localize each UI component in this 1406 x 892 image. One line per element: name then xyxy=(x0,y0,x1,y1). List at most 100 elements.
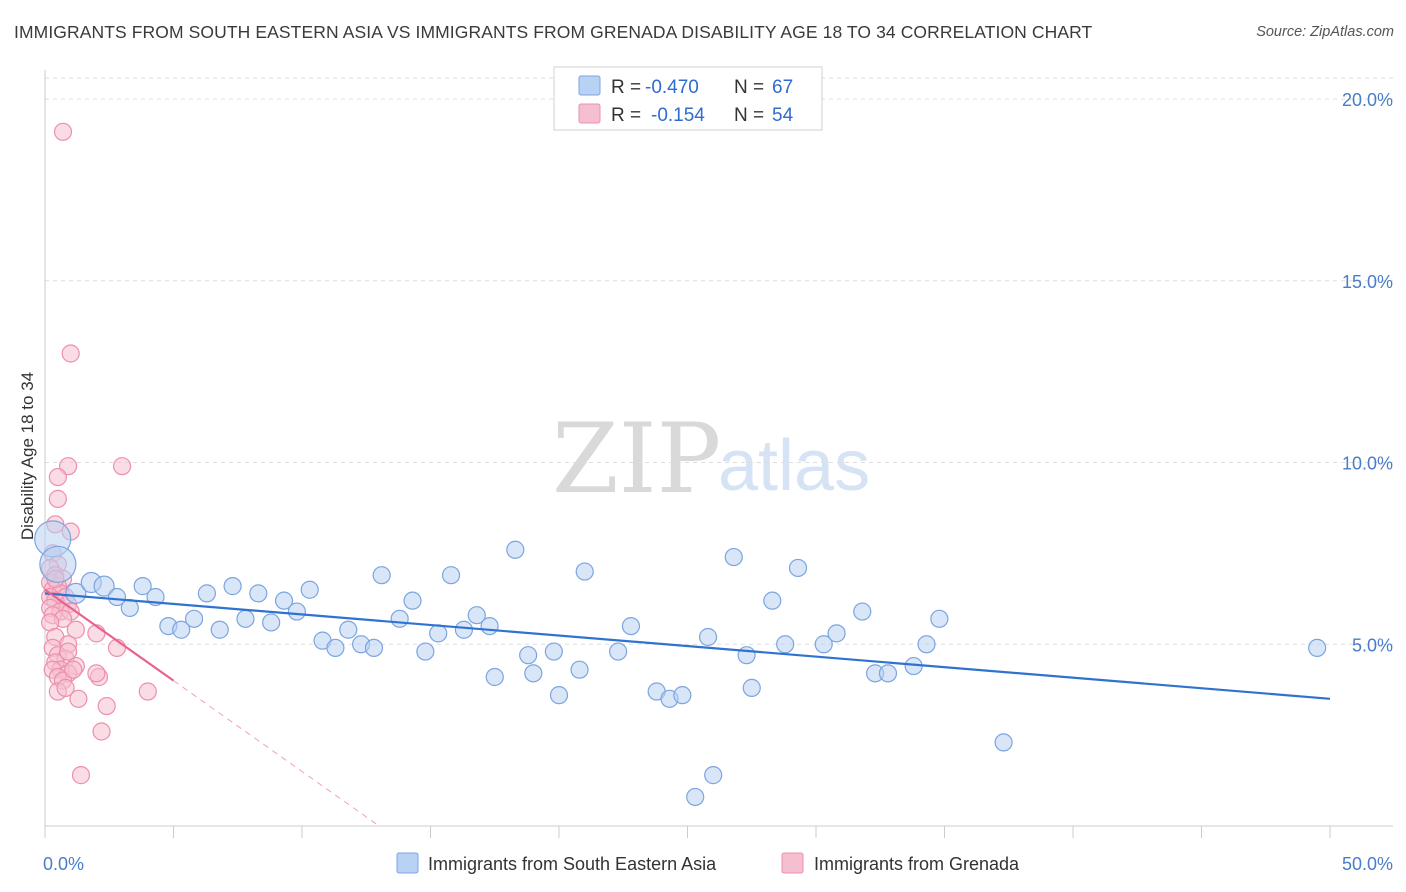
point-grenada xyxy=(59,642,78,661)
point-sea xyxy=(544,642,563,661)
point-sea xyxy=(287,602,306,621)
x-tick-label-min: 0.0% xyxy=(43,854,84,874)
y-tick-label: 5.0% xyxy=(1352,635,1393,655)
trend-lines xyxy=(44,588,1331,827)
legend-swatch-blue xyxy=(578,75,601,96)
point-sea xyxy=(429,624,448,643)
watermark-zip: ZIP xyxy=(552,403,721,515)
series-grenada-points xyxy=(41,122,157,785)
point-sea xyxy=(698,627,718,647)
point-sea xyxy=(506,540,525,559)
point-sea xyxy=(673,686,692,705)
point-grenada xyxy=(56,678,75,697)
point-grenada xyxy=(48,489,67,508)
point-sea xyxy=(197,584,217,603)
point-grenada xyxy=(66,620,85,639)
point-grenada xyxy=(71,766,91,785)
x-tick-label-max: 50.0% xyxy=(1342,854,1393,874)
x-ticks: 0.0% 50.0% xyxy=(43,854,1393,874)
point-sea xyxy=(742,678,761,697)
y-tick-label: 15.0% xyxy=(1342,272,1393,292)
point-sea xyxy=(917,635,936,654)
point-sea xyxy=(827,624,846,643)
legend-n-label-2: N = xyxy=(734,105,764,126)
watermark: ZIP atlas xyxy=(552,403,870,515)
bottom-legend-label-sea: Immigrants from South Eastern Asia xyxy=(428,854,717,874)
point-sea xyxy=(454,620,474,639)
y-axis-label: Disability Age 18 to 34 xyxy=(18,372,37,540)
point-grenada xyxy=(53,122,73,141)
point-grenada xyxy=(48,467,67,487)
point-sea xyxy=(184,609,204,628)
point-sea xyxy=(133,577,152,596)
bottom-legend-label-grenada: Immigrants from Grenada xyxy=(814,854,1020,874)
point-sea xyxy=(274,591,294,610)
legend-r-value-1: -0.470 xyxy=(645,77,699,98)
point-grenada xyxy=(64,660,83,679)
point-sea xyxy=(403,591,422,610)
point-sea xyxy=(390,609,409,628)
point-sea xyxy=(223,577,242,596)
trend-line-sea xyxy=(44,592,1331,700)
point-sea xyxy=(724,547,743,567)
point-sea xyxy=(621,616,641,636)
legend-r-label-1: R = xyxy=(611,77,641,98)
point-sea xyxy=(416,642,435,661)
point-sea xyxy=(65,582,87,604)
point-sea xyxy=(930,609,949,628)
legend-swatch-pink xyxy=(578,103,601,124)
point-sea xyxy=(467,606,486,625)
point-sea xyxy=(575,562,594,581)
point-sea xyxy=(737,646,756,665)
point-sea xyxy=(686,787,705,807)
legend-n-label-1: N = xyxy=(734,77,764,98)
point-sea xyxy=(210,620,229,639)
point-sea xyxy=(609,642,628,661)
point-sea xyxy=(485,667,504,687)
point-sea xyxy=(39,545,77,583)
point-sea xyxy=(519,646,538,665)
point-sea xyxy=(441,566,461,585)
point-sea xyxy=(262,613,281,632)
trend-line-grenada xyxy=(44,588,175,682)
point-sea xyxy=(763,591,782,610)
bottom-legend-swatch-pink xyxy=(781,852,804,874)
legend-r-label-2: R = xyxy=(611,105,641,126)
y-ticks: 5.0% 10.0% 15.0% 20.0% xyxy=(1342,90,1393,655)
point-sea xyxy=(814,635,833,654)
y-tick-label: 10.0% xyxy=(1342,454,1393,474)
point-sea xyxy=(364,638,384,658)
point-sea xyxy=(249,584,268,603)
point-sea xyxy=(994,733,1013,752)
point-sea xyxy=(120,598,139,618)
point-sea xyxy=(172,620,191,639)
point-sea xyxy=(480,616,499,636)
point-sea xyxy=(326,638,345,658)
legend-n-value-1: 67 xyxy=(772,77,793,98)
point-sea xyxy=(339,620,358,639)
point-grenada xyxy=(87,664,106,683)
point-sea xyxy=(704,766,723,785)
bottom-legend: Immigrants from South Eastern Asia Immig… xyxy=(396,852,1020,874)
chart-title: IMMIGRANTS FROM SOUTH EASTERN ASIA VS IM… xyxy=(14,22,1093,42)
point-sea xyxy=(570,660,589,679)
point-grenada xyxy=(138,682,157,701)
series-sea-points xyxy=(34,520,1327,807)
point-grenada xyxy=(112,457,132,476)
point-sea xyxy=(776,635,795,654)
point-sea xyxy=(93,575,115,597)
grid xyxy=(45,77,1393,645)
point-sea xyxy=(549,686,569,705)
point-sea xyxy=(300,580,319,599)
point-sea xyxy=(788,558,808,578)
point-sea xyxy=(372,566,391,585)
legend-n-value-2: 54 xyxy=(772,105,794,126)
source-credit: Source: ZipAtlas.com xyxy=(1256,24,1394,40)
point-sea xyxy=(853,602,872,621)
point-sea xyxy=(1308,638,1327,658)
point-sea xyxy=(107,587,127,607)
point-grenada xyxy=(61,344,80,363)
point-sea xyxy=(878,664,898,683)
bottom-legend-swatch-blue xyxy=(396,852,419,874)
